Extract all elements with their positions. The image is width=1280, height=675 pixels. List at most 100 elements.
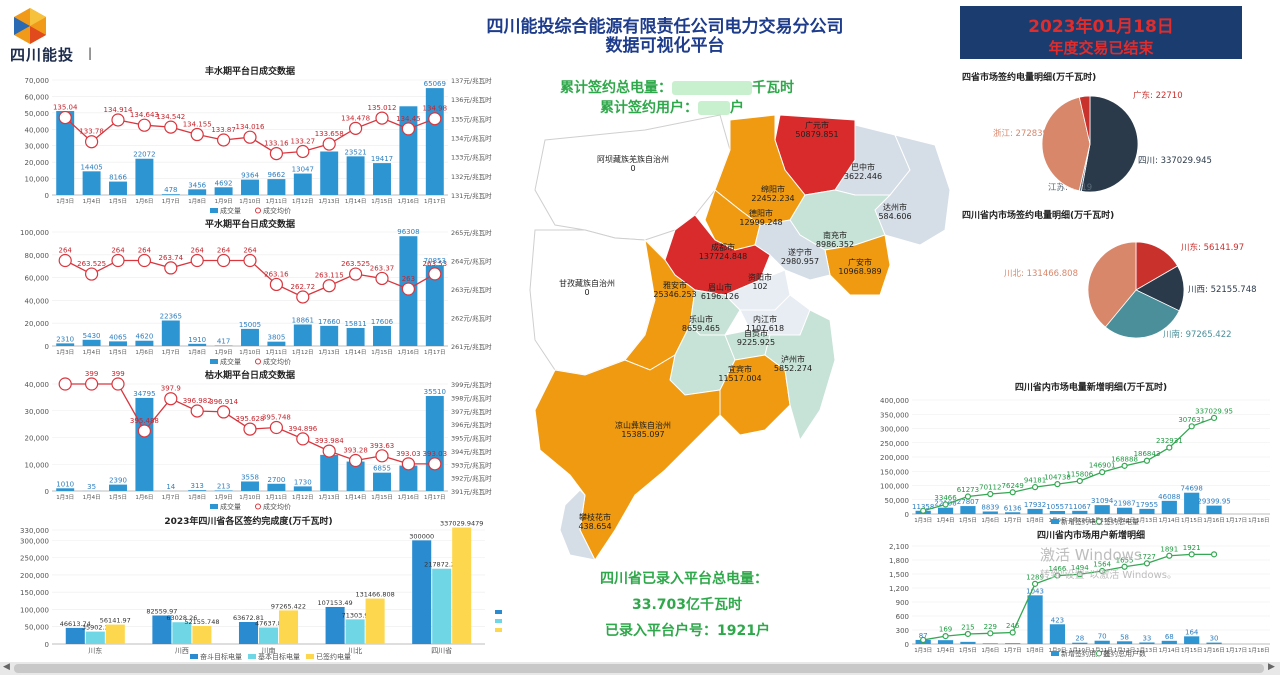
line-point bbox=[942, 501, 949, 508]
line-value-label: 1727 bbox=[1138, 553, 1156, 561]
y2-tick-label: 264元/兆瓦时 bbox=[451, 257, 492, 266]
bar bbox=[373, 472, 391, 491]
map-region-guangan[interactable] bbox=[824, 234, 891, 296]
line-point bbox=[1099, 567, 1106, 575]
x-tick-label: 1月4日 bbox=[937, 517, 955, 524]
map-label-value: 15385.097 bbox=[621, 430, 664, 439]
map-region-panzhihua[interactable] bbox=[559, 489, 596, 561]
line-point bbox=[1076, 571, 1083, 578]
platform-users: 已录入平台户号：1921户 bbox=[605, 623, 770, 639]
map-label-value: 10968.989 bbox=[838, 267, 881, 276]
map-region-dazhou[interactable] bbox=[874, 134, 951, 246]
y-tick-label: 0 bbox=[45, 488, 49, 496]
scroll-left-arrow-icon[interactable]: ◀ bbox=[3, 662, 10, 672]
bar-value-label: 70853 bbox=[424, 257, 446, 265]
y-tick-label: 330,000 bbox=[20, 527, 49, 535]
x-tick-label: 1月15日 bbox=[371, 349, 393, 356]
x-tick-label: 1月9日 bbox=[215, 198, 233, 205]
scroll-right-arrow-icon[interactable]: ▶ bbox=[1268, 662, 1275, 672]
x-tick-label: 1月5日 bbox=[959, 517, 977, 524]
x-tick-label: 1月16日 bbox=[398, 494, 420, 501]
line-point bbox=[296, 290, 310, 304]
line-value-label: 396.914 bbox=[209, 398, 238, 406]
line-point bbox=[322, 444, 336, 458]
x-tick-label: 1月9日 bbox=[1048, 647, 1066, 654]
x-tick-label: 1月8日 bbox=[188, 349, 206, 356]
line-value-label: 94181 bbox=[1024, 477, 1046, 485]
total-energy-row: 累计签约总电量： 千瓦时 bbox=[560, 77, 794, 97]
bar-value-label: 34795 bbox=[133, 390, 155, 398]
map-label-value: 12999.248 bbox=[739, 218, 782, 227]
map-label-name: 巴中市 bbox=[851, 162, 875, 172]
x-tick-label: 1月6日 bbox=[135, 349, 153, 356]
bar-value-label: 52155.748 bbox=[184, 618, 219, 626]
line-value-label: 76249 bbox=[1002, 482, 1024, 490]
map-region-aba[interactable] bbox=[534, 114, 731, 241]
line-value-label: 168888 bbox=[1111, 455, 1138, 463]
x-tick-label: 1月16日 bbox=[398, 198, 420, 205]
logo-text: 四川能投 bbox=[10, 46, 75, 64]
line-value-label: 264 bbox=[191, 247, 205, 255]
bar bbox=[214, 490, 233, 491]
line-value-label: 1289 bbox=[1026, 573, 1044, 581]
y-tick-label: 300,000 bbox=[880, 426, 909, 434]
watermark-line-2: 转到"设置"以激活 Windows。 bbox=[1040, 570, 1178, 581]
line-value-label: 263.37 bbox=[370, 264, 395, 272]
bar-value-label: 14405 bbox=[80, 163, 102, 171]
bar bbox=[1139, 508, 1155, 514]
line-point bbox=[942, 633, 949, 640]
line-value-label: 337029.95 bbox=[1195, 407, 1233, 415]
total-users-row: 累计签约用户： 户 bbox=[600, 97, 744, 117]
bar bbox=[1072, 510, 1088, 514]
line-point bbox=[296, 144, 310, 159]
y-tick-label: 0 bbox=[905, 641, 909, 649]
y2-tick-label: 137元/兆瓦时 bbox=[451, 76, 492, 85]
map-region-liangshan[interactable] bbox=[534, 353, 721, 561]
bar-value-label: 82559.97 bbox=[146, 607, 177, 615]
legend-swatch bbox=[495, 619, 502, 623]
y-tick-label: 200,000 bbox=[20, 572, 49, 580]
pie-label: 川北: 131466.808 bbox=[1004, 269, 1078, 279]
line-value-label: 1564 bbox=[1093, 561, 1111, 569]
y-tick-label: 300,000 bbox=[20, 537, 49, 545]
line-point bbox=[375, 111, 389, 125]
y-tick-label: 250,000 bbox=[20, 555, 49, 563]
y-tick-label: 1,200 bbox=[889, 585, 909, 593]
map-label-value: 584.606 bbox=[878, 212, 911, 221]
line-value-label: 133.78 bbox=[79, 128, 104, 136]
pie-label: 川西: 52155.748 bbox=[1188, 285, 1257, 295]
map-label-value: 3622.446 bbox=[844, 172, 882, 181]
map-label-name: 雅安市 bbox=[663, 280, 687, 290]
bar-value-label: 3558 bbox=[241, 473, 259, 481]
scrollbar-thumb[interactable] bbox=[14, 664, 1264, 673]
total-users-label: 累计签约用户： bbox=[600, 100, 698, 116]
bar bbox=[172, 622, 192, 644]
line-value-label: 169 bbox=[939, 626, 952, 634]
x-tick-label: 1月6日 bbox=[135, 494, 153, 501]
redacted-value bbox=[698, 101, 730, 115]
chart-energy-increase: 四川省内市场电量新增明细(万千瓦时) 0 50,000 100,000 150,000 2… bbox=[880, 381, 1270, 526]
map-label-value: 50879.851 bbox=[795, 130, 838, 139]
bar-value-label: 74698 bbox=[1181, 485, 1203, 493]
bar-value-label: 8839 bbox=[981, 503, 999, 511]
pie-slice bbox=[1104, 289, 1180, 339]
x-tick-label: 1月13日 bbox=[318, 494, 340, 501]
bar-value-label: 19417 bbox=[371, 155, 393, 163]
bar bbox=[267, 483, 286, 491]
y2-tick-label: 135元/兆瓦时 bbox=[451, 114, 492, 123]
x-tick-label: 1月10日 bbox=[1069, 517, 1091, 524]
y-tick-label: 10,000 bbox=[25, 461, 50, 469]
map-label-name: 凉山彝族自治州 bbox=[615, 420, 671, 430]
line-point bbox=[1166, 444, 1173, 451]
x-tick-label: 四川省 bbox=[431, 646, 452, 655]
line-value-label: 33466 bbox=[934, 494, 957, 502]
map-region-luzhou[interactable] bbox=[764, 309, 836, 442]
pie-slice bbox=[1078, 95, 1091, 145]
line-value-label: 115806 bbox=[1066, 470, 1093, 478]
map-label-name: 攀枝花市 bbox=[579, 512, 611, 522]
bar bbox=[412, 540, 432, 644]
map-label-value: 8659.465 bbox=[682, 324, 720, 333]
map-label-name: 德阳市 bbox=[749, 208, 773, 218]
y2-tick-label: 395元/兆瓦时 bbox=[451, 434, 492, 443]
line-point bbox=[190, 127, 204, 142]
